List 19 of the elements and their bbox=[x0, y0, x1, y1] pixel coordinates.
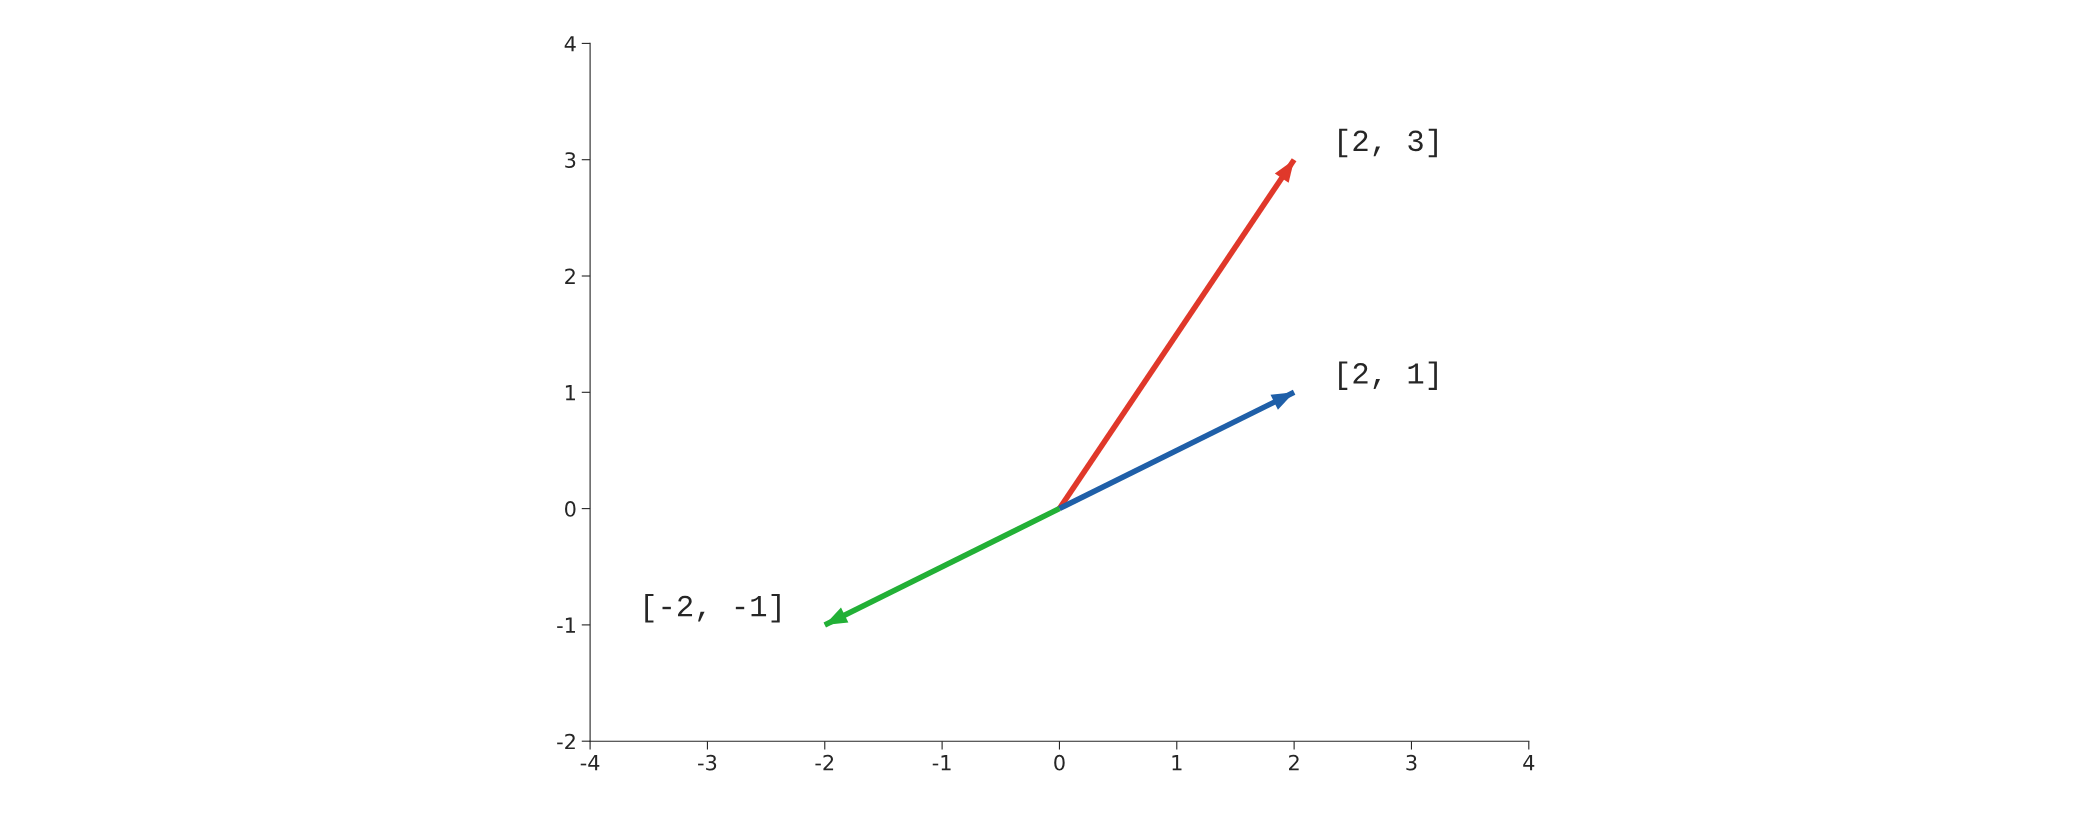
annotation: [-2, -1] bbox=[645, 593, 780, 623]
x-tick-label: 3 bbox=[1406, 754, 1417, 771]
x-tick-label: 4 bbox=[1523, 755, 1535, 771]
y-tick-label: 3 bbox=[565, 152, 576, 168]
y-tick-label: -1 bbox=[557, 617, 575, 633]
x-tick-label: 2 bbox=[1289, 754, 1299, 771]
annotation: [2, 3] bbox=[1339, 128, 1437, 158]
x-tick-label: -3 bbox=[698, 754, 717, 771]
y-tick-label: 4 bbox=[564, 36, 576, 52]
y-tick-label: 0 bbox=[565, 501, 576, 517]
x-tick-label: -1 bbox=[932, 755, 951, 771]
x-tick-label: 1 bbox=[1172, 755, 1182, 771]
x-tick-label: -2 bbox=[815, 754, 834, 771]
y-tick-label: 1 bbox=[565, 385, 575, 401]
y-tick-label: -2 bbox=[557, 733, 575, 750]
x-tick-label: 0 bbox=[1054, 754, 1065, 771]
x-tick-label: -4 bbox=[580, 755, 600, 771]
annotation: [2, 1] bbox=[1339, 361, 1437, 390]
y-tick-label: 2 bbox=[565, 268, 575, 284]
